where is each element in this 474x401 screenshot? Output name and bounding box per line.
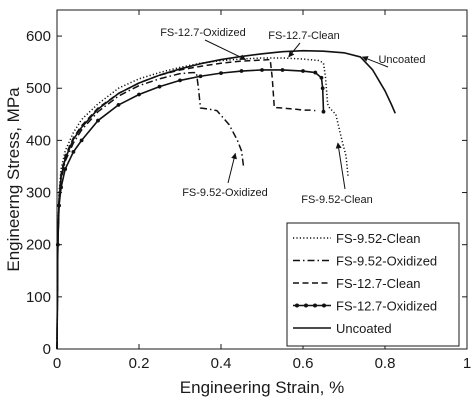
legend-marker [295, 303, 299, 308]
legend-marker [322, 303, 326, 308]
legend: FS-9.52-Clean FS-9.52-Oxidized FS-12.7-Cle… [286, 222, 460, 347]
x-axis-title: Engineering Strain, % [180, 378, 344, 397]
annotation-arrow [288, 42, 301, 58]
series-line-2 [56, 71, 245, 350]
annotation-label: Uncoated [378, 54, 425, 66]
legend-label: FS-12.7-Oxidized [336, 299, 437, 314]
y-axis: 0 100 200 300 400 500 600 [26, 28, 467, 358]
series-marker [301, 69, 305, 73]
annotation-label: FS-9.52-Oxidized [182, 187, 268, 199]
annotation-label: FS-12.7-Oxidized [160, 27, 246, 39]
series-marker [116, 103, 121, 107]
series-marker [219, 71, 223, 76]
series-marker [79, 138, 84, 143]
series-marker [198, 74, 203, 79]
series-layer [55, 49, 396, 350]
series-marker [319, 75, 324, 80]
series-marker [321, 109, 326, 114]
x-tick-label: 0.4 [211, 355, 232, 372]
legend-label: FS-9.52-Clean [336, 231, 421, 246]
series-marker [63, 167, 68, 171]
plot-border [56, 9, 468, 350]
series-line-4 [56, 69, 325, 350]
x-tick-label: 0.8 [375, 355, 396, 372]
plot-area [56, 9, 468, 350]
series-marker [239, 69, 244, 73]
y-tick-label: 100 [26, 289, 51, 306]
y-tick-label: 400 [26, 132, 51, 149]
annotation-layer: FS-12.7-Oxidized FS-12.7-Clean Uncoated FS-… [160, 27, 425, 206]
legend-marker [313, 303, 317, 308]
x-tick-label: 0.2 [129, 355, 150, 372]
y-tick-label: 200 [26, 237, 51, 254]
legend-label: Uncoated [336, 321, 392, 336]
x-tick-label: 1 [463, 355, 471, 372]
series-marker [71, 149, 76, 154]
annotation-arrow [335, 142, 346, 190]
series-marker [96, 118, 100, 123]
series-marker [280, 68, 285, 72]
series-marker [313, 70, 318, 75]
legend-label: FS-12.7-Clean [336, 276, 421, 291]
annotation-arrow [204, 39, 247, 60]
y-axis-title: Engineerng Stress, MPa [4, 87, 23, 272]
series-marker [137, 92, 141, 97]
annotation-arrow [227, 152, 237, 184]
annotation-label: FS-12.7-Clean [268, 30, 340, 42]
x-tick-label: 0.6 [293, 355, 314, 372]
x-tick-label: 0 [53, 355, 61, 372]
series-line-3 [56, 58, 316, 350]
legend-marker [304, 303, 308, 308]
series-marker [260, 68, 264, 72]
x-axis: 0 0.2 0.4 0.6 0.8 1 [53, 10, 471, 372]
legend-label: FS-9.52-Oxidized [336, 254, 437, 269]
annotation-arrow [361, 56, 389, 68]
legend-box [286, 222, 460, 347]
series-marker [157, 84, 162, 89]
series-line-5 [56, 49, 396, 350]
series-marker [178, 78, 182, 83]
y-tick-label: 600 [26, 28, 51, 45]
y-tick-label: 300 [26, 185, 51, 202]
annotation-label: FS-9.52-Clean [301, 194, 373, 206]
y-tick-label: 500 [26, 80, 51, 97]
y-tick-label: 0 [43, 341, 51, 358]
series-marker [320, 86, 325, 91]
